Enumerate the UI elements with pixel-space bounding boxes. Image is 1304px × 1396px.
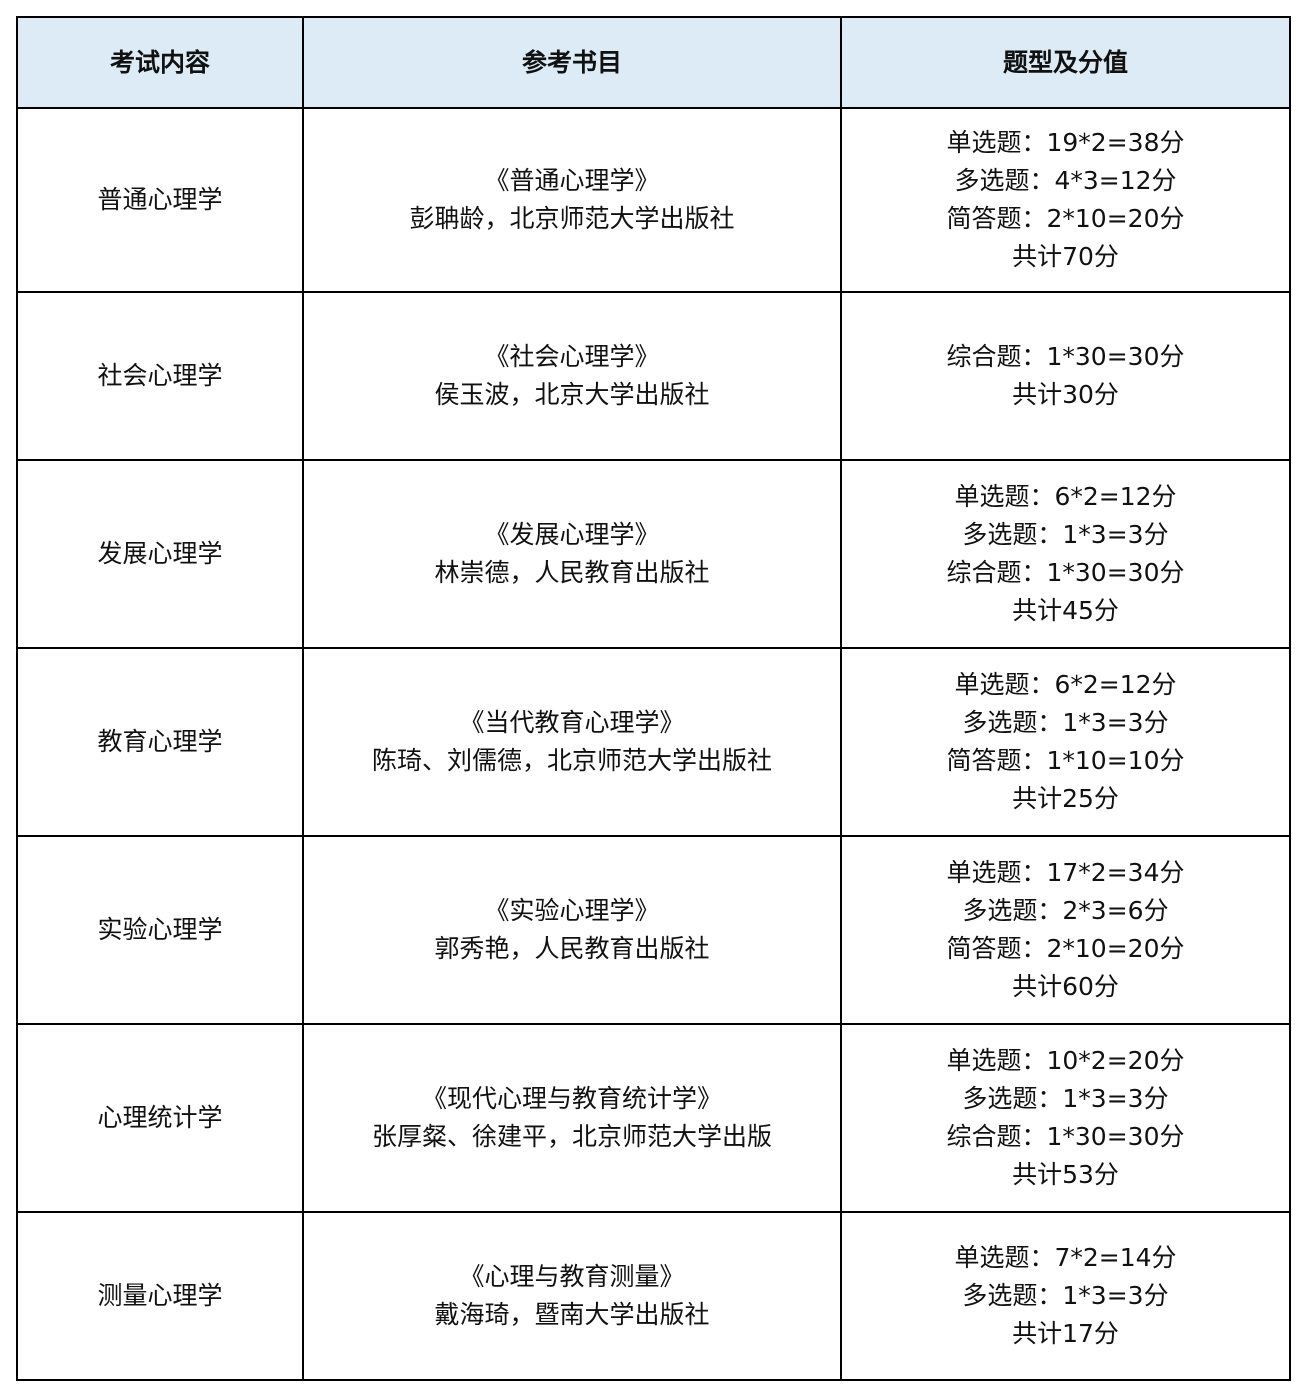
scoring-cell-line: 综合题：1*30=30分 xyxy=(946,558,1185,587)
subject-cell: 心理统计学 xyxy=(16,1023,304,1213)
book-cell-line: 张厚粲、徐建平，北京师范大学出版 xyxy=(371,1122,772,1151)
scoring-cell-line: 共计30分 xyxy=(1012,380,1119,409)
scoring-cell-line: 综合题：1*30=30分 xyxy=(946,342,1185,371)
scoring-cell-line: 单选题：7*2=14分 xyxy=(954,1243,1177,1272)
scoring-cell: 单选题：19*2=38分 多选题：4*3=12分 简答题：2*10=20分 共计70分 xyxy=(840,107,1291,293)
subject-cell: 实验心理学 xyxy=(16,835,304,1025)
book-cell-line: 《发展心理学》 xyxy=(484,520,660,549)
scoring-cell-line: 简答题：1*10=10分 xyxy=(946,746,1185,775)
scoring-cell-line: 单选题：17*2=34分 xyxy=(946,858,1185,887)
header-content: 考试内容 xyxy=(16,16,304,109)
scoring-cell-line: 共计53分 xyxy=(1012,1160,1119,1189)
table-row: 普通心理学 《普通心理学》 彭聃龄，北京师范大学出版社 单选题：19*2=38分 多选题… xyxy=(16,107,1291,293)
book-cell: 《实验心理学》郭秀艳，人民教育出版社 xyxy=(302,835,842,1025)
book-cell-line: 《现代心理与教育统计学》 xyxy=(421,1084,722,1113)
scoring-cell-line: 共计17分 xyxy=(1012,1319,1119,1348)
scoring-cell-line: 共计25分 xyxy=(1012,784,1119,813)
book-cell-line: 侯玉波，北京大学出版社 xyxy=(434,380,710,409)
scoring-cell-line: 综合题：1*30=30分 xyxy=(946,1122,1185,1151)
book-cell-line: 陈琦、刘儒德，北京师范大学出版社 xyxy=(371,746,772,775)
subject-cell: 教育心理学 xyxy=(16,647,304,837)
book-cell-line: 彭聃龄，北京师范大学出版社 xyxy=(409,204,735,233)
table-row: 发展心理学 《发展心理学》 林崇德，人民教育出版社 单选题：6*2=12分 多选题：1*… xyxy=(16,459,1291,649)
table-row: 实验心理学 《实验心理学》 郭秀艳，人民教育出版社 单选题：17*2=34分 多选题：2… xyxy=(16,835,1291,1025)
table-row: 教育心理学 《当代教育心理学》 陈琦、刘儒德，北京师范大学出版社 单选题：6*2=12… xyxy=(16,647,1291,837)
scoring-cell: 单选题：6*2=12分 多选题：1*3=3分 综合题：1*30=30分 共计45分 xyxy=(840,459,1291,649)
book-cell-line: 《社会心理学》 xyxy=(484,342,660,371)
scoring-cell-line: 多选题：1*3=3分 xyxy=(962,708,1169,737)
book-cell: 《心理与教育测量》 戴海琦，暨南大学出版社 xyxy=(302,1211,842,1381)
table-row: 社会心理学 《社会心理学》 侯玉波，北京大学出版社 综合题：1*30=30分 共计30分 xyxy=(16,291,1291,461)
book-cell-line: 《当代教育心理学》 xyxy=(459,708,685,737)
book-cell-line: 《普通心理学》 xyxy=(484,166,660,195)
book-cell: 《社会心理学》侯玉波，北京大学出版社 xyxy=(302,291,842,461)
table-row: 心理统计学 《现代心理与教育统计学》 张厚粲、徐建平，北京师范大学出版 单选题：10*… xyxy=(16,1023,1291,1213)
scoring-cell-line: 单选题：19*2=38分 xyxy=(946,128,1185,157)
table-row: 测量心理学 《心理与教育测量》 戴海琦，暨南大学出版社 单选题：7*2=14分 多选题：… xyxy=(16,1211,1291,1381)
scoring-cell-line: 简答题：2*10=20分 xyxy=(946,204,1185,233)
book-cell-line: 林崇德，人民教育出版社 xyxy=(434,558,710,587)
subject-cell: 发展心理学 xyxy=(16,459,304,649)
header-scoring: 题型及分值 xyxy=(840,16,1291,109)
book-cell: 《当代教育心理学》陈琦、刘儒德，北京师范大学出版社 xyxy=(302,647,842,837)
scoring-cell: 单选题：10*2=20分 多选题：1*3=3分 综合题：1*30=30分 共计53分 xyxy=(840,1023,1291,1213)
scoring-cell-line: 共计60分 xyxy=(1012,972,1119,1001)
book-cell-line: 郭秀艳，人民教育出版社 xyxy=(434,934,710,963)
scoring-cell-line: 多选题：1*3=3分 xyxy=(962,520,1169,549)
scoring-cell: 综合题：1*30=30分 共计30分 xyxy=(840,291,1291,461)
book-cell: 《发展心理学》林崇德，人民教育出版社 xyxy=(302,459,842,649)
book-cell-line: 戴海琦，暨南大学出版社 xyxy=(434,1300,710,1329)
scoring-cell: 单选题：17*2=34分 多选题：2*3=6分 简答题：2*10=20分 共计60分 xyxy=(840,835,1291,1025)
book-cell: 《普通心理学》彭聃龄，北京师范大学出版社 xyxy=(302,107,842,293)
scoring-cell-line: 多选题：1*3=3分 xyxy=(962,1084,1169,1113)
subject-cell: 普通心理学 xyxy=(16,107,304,293)
scoring-cell-line: 单选题：6*2=12分 xyxy=(954,482,1177,511)
scoring-cell-line: 共计70分 xyxy=(1012,242,1119,271)
subject-cell: 测量心理学 xyxy=(16,1211,304,1381)
subject-cell: 社会心理学 xyxy=(16,291,304,461)
scoring-cell-line: 多选题：4*3=12分 xyxy=(954,166,1177,195)
book-cell-line: 《实验心理学》 xyxy=(484,896,660,925)
scoring-cell-line: 多选题：2*3=6分 xyxy=(962,896,1169,925)
exam-table: 考试内容 参考书目 题型及分值 普通心理学 《普通心理学》 彭聃龄，北京师范大学出版… xyxy=(16,16,1291,1381)
scoring-cell-line: 多选题：1*3=3分 xyxy=(962,1281,1169,1310)
book-cell: 《现代心理与教育统计学》张厚粲、徐建平，北京师范大学出版 xyxy=(302,1023,842,1213)
scoring-cell: 单选题：7*2=14分 多选题：1*3=3分 共计17分 xyxy=(840,1211,1291,1381)
header-books: 参考书目 xyxy=(302,16,842,109)
scoring-cell-line: 单选题：10*2=20分 xyxy=(946,1046,1185,1075)
scoring-cell: 单选题：6*2=12分 多选题：1*3=3分 简答题：1*10=10分 共计25分 xyxy=(840,647,1291,837)
book-cell-line: 《心理与教育测量》 xyxy=(459,1262,685,1291)
header-row: 考试内容 参考书目 题型及分值 xyxy=(16,16,1291,109)
scoring-cell-line: 共计45分 xyxy=(1012,596,1119,625)
scoring-cell-line: 单选题：6*2=12分 xyxy=(954,670,1177,699)
scoring-cell-line: 简答题：2*10=20分 xyxy=(946,934,1185,963)
